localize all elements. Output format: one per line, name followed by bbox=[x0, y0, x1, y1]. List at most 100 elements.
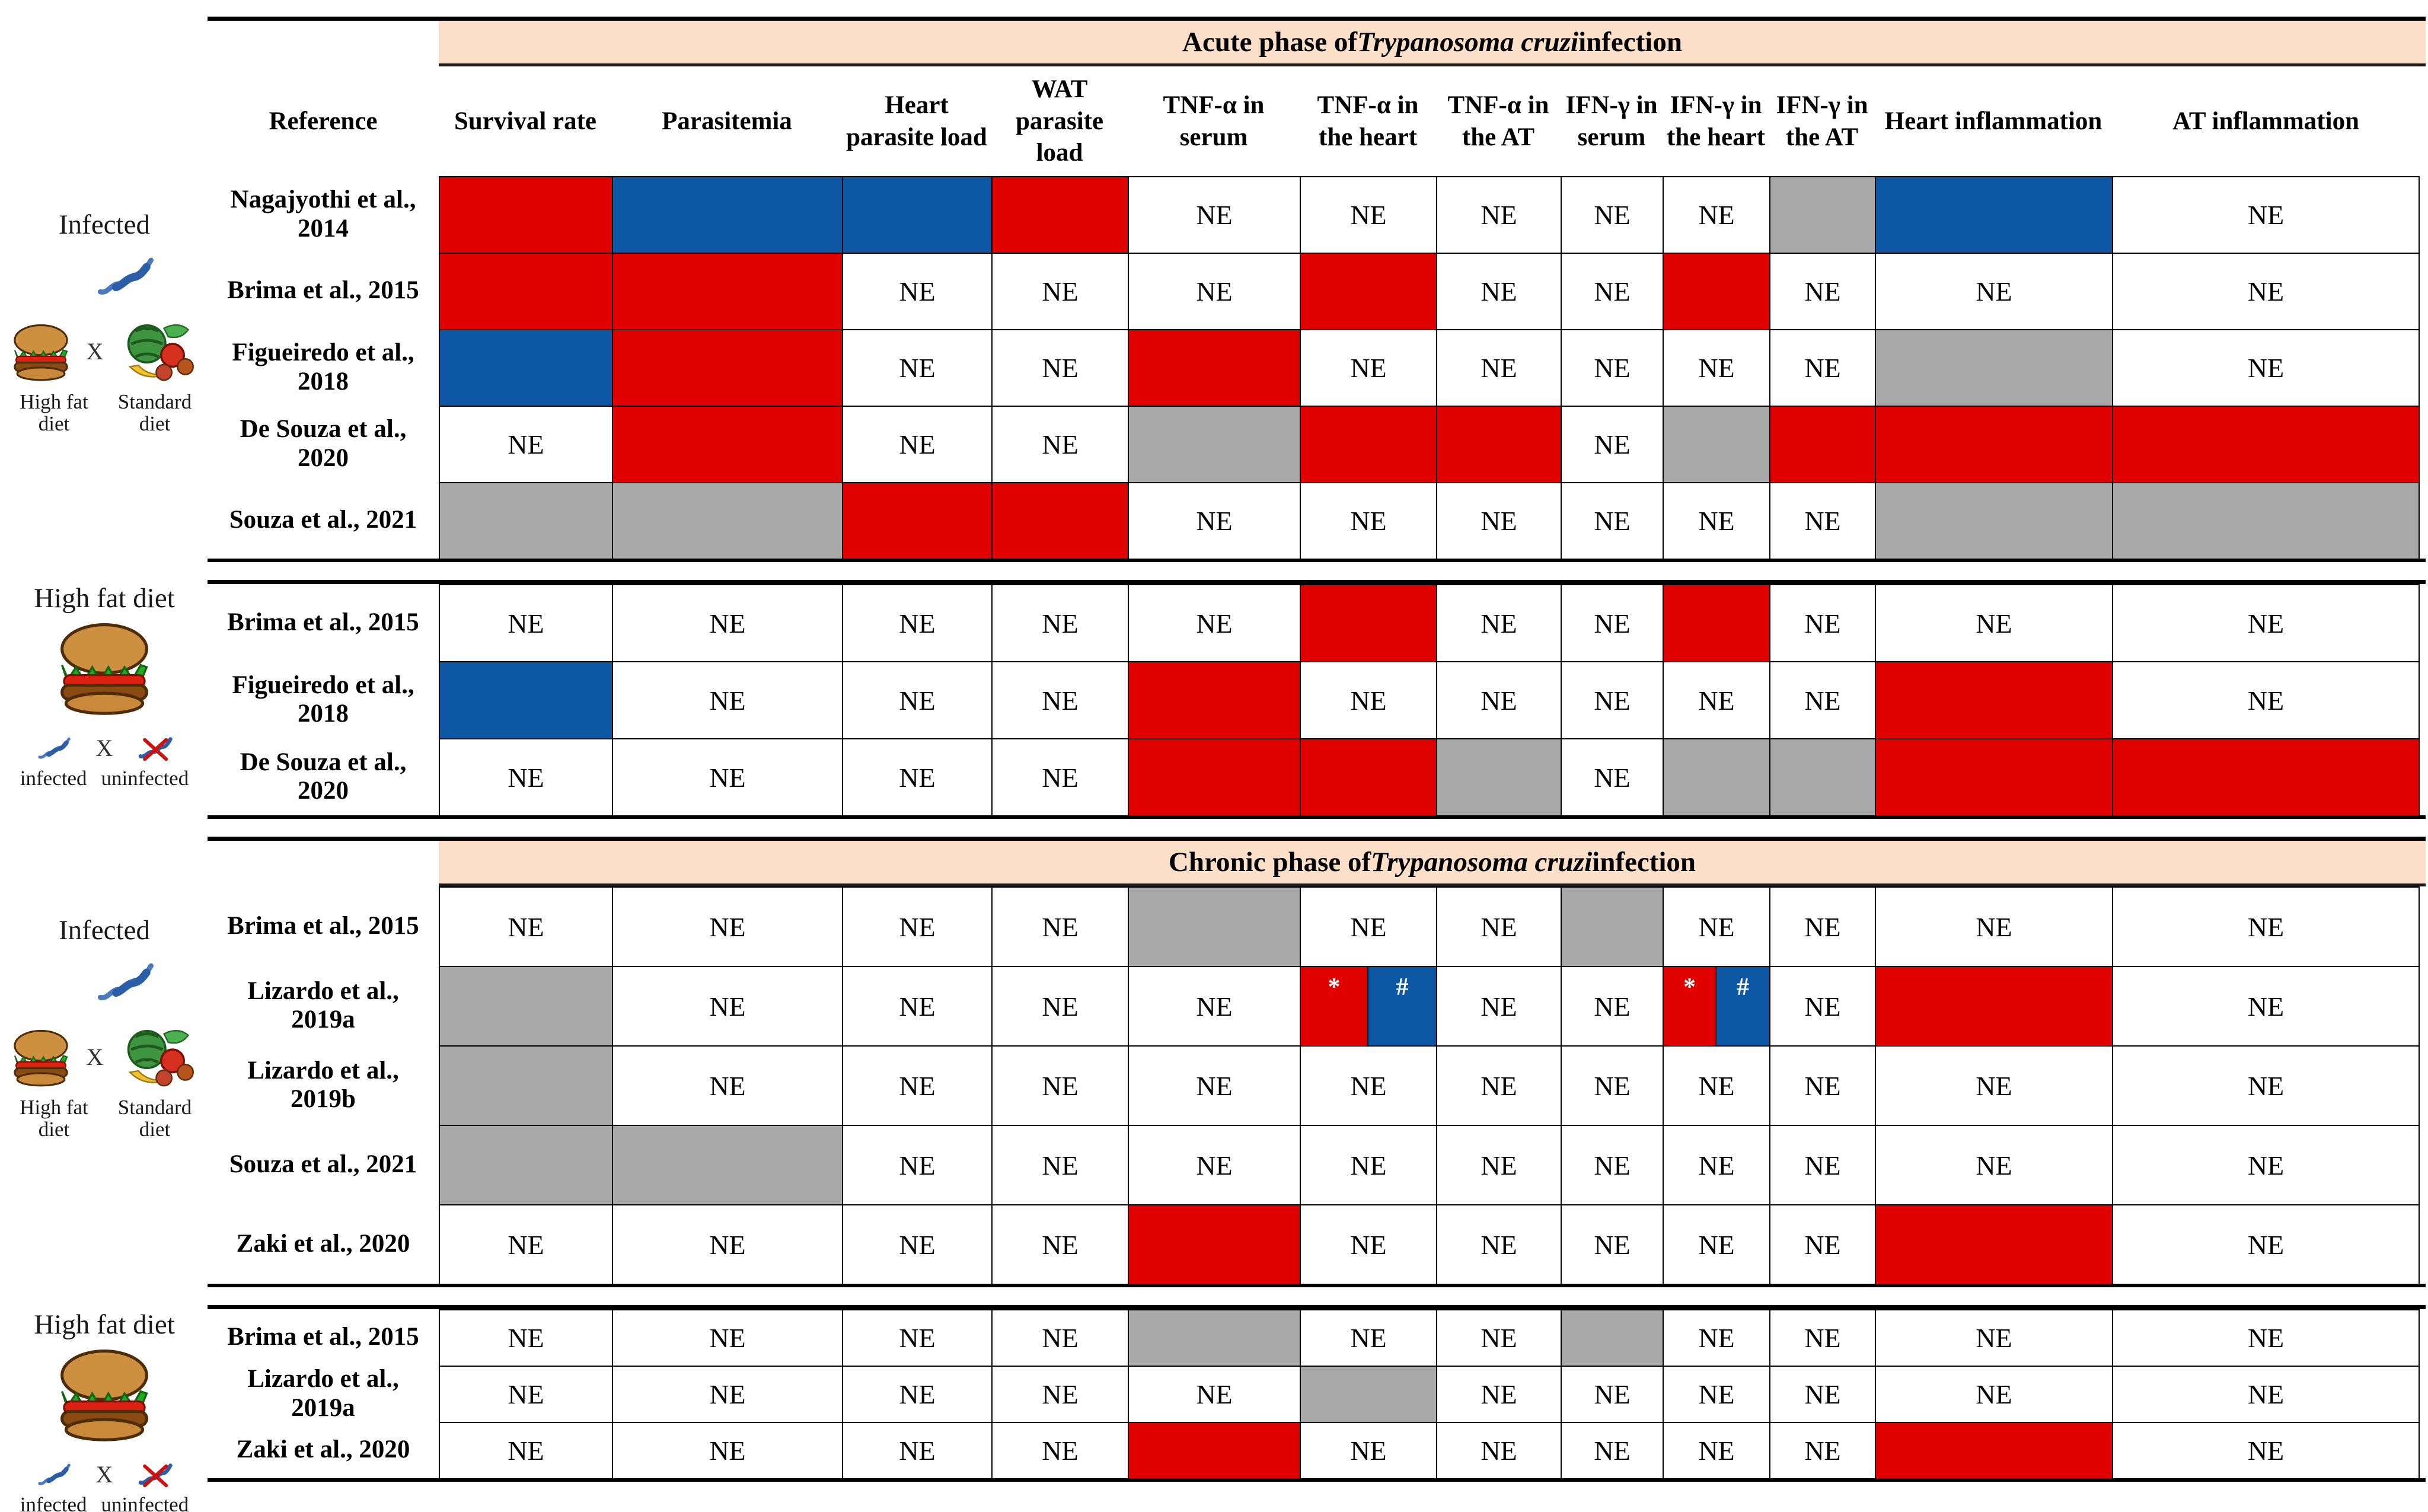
reference-cell: Lizardo et al., 2019a bbox=[247, 1365, 399, 1422]
matrix-cell-gray bbox=[612, 482, 842, 559]
matrix-cell-ne: NE bbox=[1769, 1204, 1875, 1284]
column-header-5: TNF-α in serum bbox=[1163, 91, 1265, 151]
parasite-icon bbox=[97, 963, 154, 1001]
matrix-cell-ne: NE bbox=[612, 1422, 842, 1478]
matrix-cell-ne: NE bbox=[1561, 1422, 1663, 1478]
matrix-cell-ne: NE bbox=[842, 661, 991, 738]
matrix-cell-ne: NE bbox=[612, 661, 842, 738]
hamburger-icon bbox=[13, 324, 68, 381]
matrix-cell-ne: NE bbox=[439, 1309, 612, 1366]
matrix-cell-ne: NE bbox=[2112, 966, 2420, 1045]
infection-pair-labels: infected uninfected bbox=[20, 1493, 189, 1512]
phase-band-title: Acute phase of Trypanosoma cruzi infecti… bbox=[439, 21, 2426, 66]
matrix-cell-ne: NE bbox=[1561, 329, 1663, 406]
matrix-cell-ne: NE bbox=[1436, 886, 1561, 966]
group-sidebar: Infected X High fat diet Standard diet High … bbox=[0, 0, 209, 1512]
matrix-cell-ne: NE bbox=[1300, 329, 1436, 406]
matrix-cell-ne: NE bbox=[991, 886, 1128, 966]
table-section-1: Brima et al., 2015 NE NE NE NE NE NE NE NE NE NE Fi… bbox=[208, 580, 2426, 819]
matrix-cell-ne: NE bbox=[1769, 584, 1875, 661]
matrix-cell-blue bbox=[439, 661, 612, 738]
column-header-7: TNF-α in the AT bbox=[1447, 91, 1549, 151]
uninfected-label: uninfected bbox=[101, 767, 189, 790]
matrix-cell-ne: NE bbox=[1436, 584, 1561, 661]
hamburger-icon bbox=[60, 1350, 148, 1442]
table-row: De Souza et al., 2020 NE NE NE NE NE bbox=[208, 738, 2426, 815]
matrix-cell-ne: NE bbox=[1875, 1045, 2112, 1125]
matrix-cell-ne: NE bbox=[2112, 1125, 2420, 1204]
matrix-cell-gray bbox=[1663, 406, 1769, 482]
matrix-cell-ne: NE bbox=[842, 253, 991, 329]
phase-band-prefix: Acute phase of bbox=[1182, 27, 1358, 58]
matrix-cell-ne: NE bbox=[1128, 253, 1300, 329]
matrix-cell-ne: NE bbox=[1561, 1204, 1663, 1284]
matrix-cell-red bbox=[1128, 738, 1300, 815]
matrix-cell-ne: NE bbox=[2112, 584, 2420, 661]
matrix-cell-ne: NE bbox=[1769, 1366, 1875, 1422]
matrix-cell-red bbox=[1875, 966, 2112, 1045]
matrix-cell-ne: NE bbox=[2112, 1204, 2420, 1284]
table-row: Zaki et al., 2020 NE NE NE NE NE NE NE NE NE NE bbox=[208, 1204, 2426, 1284]
matrix-cell-ne: NE bbox=[991, 738, 1128, 815]
matrix-cell-red bbox=[1300, 738, 1436, 815]
matrix-cell-ne: NE bbox=[1663, 886, 1769, 966]
column-header-8: IFN-γ in serum bbox=[1565, 91, 1658, 151]
reference-cell: De Souza et al., 2020 bbox=[240, 748, 407, 805]
cross-x-label: X bbox=[95, 1460, 113, 1488]
matrix-cell-ne: NE bbox=[1128, 584, 1300, 661]
matrix-cell-ne: NE bbox=[1663, 1204, 1769, 1284]
matrix-cell-ne: NE bbox=[1561, 966, 1663, 1045]
phase-band-suffix: infection bbox=[1578, 27, 1682, 58]
matrix-cell-ne: NE bbox=[1436, 176, 1561, 253]
table-row: Nagajyothi et al., 2014 NE NE NE NE NE NE bbox=[208, 176, 2426, 253]
matrix-cell-red bbox=[1875, 738, 2112, 815]
matrix-cell-red bbox=[1300, 584, 1436, 661]
matrix-cell-ne: NE bbox=[1769, 966, 1875, 1045]
matrix-cell-ne: NE bbox=[2112, 886, 2420, 966]
matrix-cell-blue bbox=[842, 176, 991, 253]
matrix-cell-ne: NE bbox=[2112, 1045, 2420, 1125]
matrix-cell-ne: NE bbox=[2112, 1422, 2420, 1478]
matrix-cell-ne: NE bbox=[1436, 1204, 1561, 1284]
hamburger-icon bbox=[13, 1029, 68, 1087]
split-increase-half: * bbox=[1664, 967, 1716, 1045]
column-header-3: Heart parasite load bbox=[846, 91, 987, 151]
phase-band-row: Acute phase of Trypanosoma cruzi infecti… bbox=[208, 21, 2426, 66]
matrix-cell-ne: NE bbox=[439, 1204, 612, 1284]
parasite-crossed-icon bbox=[139, 737, 173, 761]
parasite-icon-wrap bbox=[63, 953, 187, 1013]
matrix-cell-ne: NE bbox=[612, 886, 842, 966]
matrix-cell-red bbox=[612, 253, 842, 329]
matrix-cell-gray bbox=[439, 482, 612, 559]
column-header-4: WAT parasite load bbox=[1015, 75, 1104, 167]
matrix-cell-ne: NE bbox=[1663, 176, 1769, 253]
reference-cell: Souza et al., 2021 bbox=[229, 1150, 417, 1178]
matrix-cell-ne: NE bbox=[842, 329, 991, 406]
matrix-cell-red bbox=[439, 176, 612, 253]
matrix-cell-ne: NE bbox=[1128, 1125, 1300, 1204]
matrix-cell-red bbox=[1128, 1422, 1300, 1478]
matrix-cell-ne: NE bbox=[1875, 886, 2112, 966]
split-decrease-half: # bbox=[1368, 967, 1436, 1045]
cross-x-label: X bbox=[86, 337, 104, 365]
matrix-cell-red bbox=[1769, 406, 1875, 482]
parasite-icon bbox=[97, 257, 154, 295]
matrix-cell-ne: NE bbox=[1875, 584, 2112, 661]
matrix-cell-gray bbox=[612, 1125, 842, 1204]
matrix-cell-ne: NE bbox=[1561, 661, 1663, 738]
matrix-cell-ne: NE bbox=[1300, 1125, 1436, 1204]
parasite-icon bbox=[37, 737, 71, 759]
parasite-icon bbox=[37, 1463, 71, 1485]
parasite-crossed-icon bbox=[139, 1463, 173, 1488]
diet-pair-labels: High fat diet Standard diet bbox=[7, 1097, 202, 1141]
reference-cell: Brima et al., 2015 bbox=[227, 1323, 419, 1351]
vegetables-icon bbox=[127, 1030, 194, 1087]
infected-label: infected bbox=[20, 1493, 87, 1512]
matrix-cell-ne: NE bbox=[1300, 1309, 1436, 1366]
matrix-cell-ne: NE bbox=[1769, 482, 1875, 559]
matrix-cell-ne: NE bbox=[2112, 661, 2420, 738]
matrix-cell-red bbox=[2112, 406, 2420, 482]
matrix-cell-ne: NE bbox=[1769, 661, 1875, 738]
matrix-cell-ne: NE bbox=[1436, 482, 1561, 559]
matrix-cell-blue bbox=[612, 176, 842, 253]
